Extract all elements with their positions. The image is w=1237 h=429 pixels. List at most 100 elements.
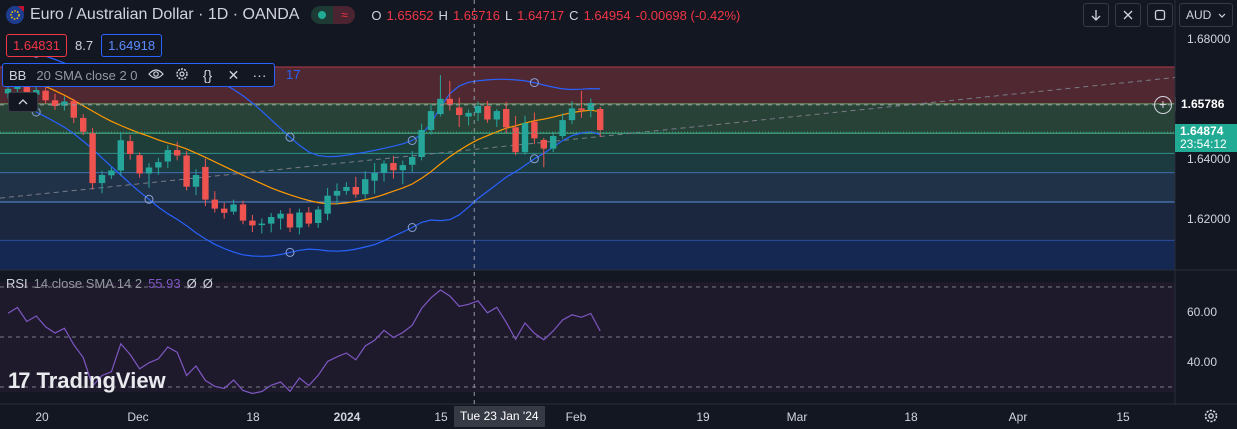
chevron-down-icon — [1218, 13, 1226, 18]
chart-toolbar: AUD — [1083, 3, 1233, 27]
maximize-icon — [1154, 9, 1166, 21]
price-axis-label: 1.64000 — [1187, 151, 1231, 166]
time-tick: 19 — [696, 410, 710, 424]
candle-body — [145, 167, 153, 174]
bb-marker — [144, 194, 154, 204]
candle-body — [164, 150, 171, 162]
bb-marker — [285, 247, 295, 257]
rsi-extra-1: Ø — [186, 276, 197, 291]
candle-body — [399, 165, 406, 171]
fib-zone — [0, 202, 1175, 241]
currency-select[interactable]: AUD — [1179, 3, 1233, 27]
time-tick: Mar — [786, 410, 808, 424]
tradingview-logo: 17 — [8, 368, 31, 393]
bb-name: BB — [9, 67, 27, 83]
ohlc-values: O 1.65652 H 1.65716 L 1.64717 C 1.64954 -0.0… — [371, 8, 740, 23]
candle-body — [174, 150, 181, 156]
arrow-down-icon — [1091, 10, 1101, 21]
candle-body — [362, 179, 369, 195]
candle-body — [531, 121, 538, 139]
low-value: 1.64717 — [517, 7, 565, 23]
fib-zone — [0, 153, 1175, 173]
candle-body — [503, 109, 510, 128]
maximize-button[interactable] — [1147, 3, 1173, 27]
fib-zone — [0, 240, 1175, 270]
rsi-axis-label: 60.00 — [1187, 305, 1218, 319]
gear-icon[interactable] — [174, 67, 190, 84]
rsi-line — [7, 289, 601, 395]
trend-line — [0, 77, 1176, 199]
spread-value: 8.7 — [75, 38, 94, 53]
symbol-title[interactable]: Euro / Australian Dollar · 1D · OANDA — [30, 6, 300, 23]
candle-body — [305, 212, 312, 224]
eye-icon[interactable] — [147, 67, 164, 83]
bb-lower-line — [7, 97, 601, 257]
currency-label: AUD — [1186, 8, 1212, 22]
bb-basis-line — [7, 71, 601, 205]
bb-value-tail: 17 — [286, 67, 301, 82]
price-axis-label: 1.62000 — [1187, 211, 1231, 226]
rsi-extra-2: Ø — [202, 276, 213, 291]
buy-button[interactable]: 1.64918 — [101, 34, 163, 57]
candle-body — [446, 98, 453, 105]
candle-body — [268, 217, 275, 224]
close-icon[interactable]: ✕ — [227, 66, 240, 83]
candle-body — [61, 101, 68, 106]
rsi-indicator-legend[interactable]: RSI 14 close SMA 14 2 55.93 Ø Ø — [6, 276, 213, 291]
chevron-up-icon — [18, 99, 28, 105]
candle-body — [249, 220, 256, 226]
change-value: -0.00698 (-0.42%) — [635, 7, 741, 23]
candle-body — [108, 170, 115, 176]
watermark-text: TradingView — [36, 368, 166, 393]
candle-body — [51, 100, 59, 106]
bb-marker — [529, 154, 539, 164]
candle-body — [465, 112, 472, 117]
bb-marker — [529, 78, 539, 88]
time-tick: Feb — [565, 410, 587, 424]
time-tick: 20 — [35, 410, 49, 424]
time-tick: 15 — [434, 410, 448, 424]
live-dot-icon — [318, 11, 327, 19]
candle-body — [333, 190, 341, 196]
candle-body — [474, 106, 482, 113]
candle-body — [578, 108, 585, 111]
more-icon[interactable]: ··· — [252, 67, 267, 83]
candle-body — [587, 103, 594, 111]
bar-countdown: 23:54:12 — [1180, 137, 1227, 152]
time-tick: 18 — [246, 410, 260, 424]
candle-body — [418, 130, 425, 157]
current-price-tag: 1.64874 23:54:12 — [1175, 124, 1237, 153]
candle-body — [493, 111, 500, 120]
scroll-down-button[interactable] — [1083, 3, 1109, 27]
settings-gear-icon[interactable] — [1203, 408, 1219, 428]
market-status[interactable]: ≈ — [311, 6, 356, 24]
high-value: 1.65716 — [452, 7, 500, 23]
open-value: 1.65652 — [386, 7, 434, 23]
candle-body — [437, 98, 444, 115]
candle-body — [315, 209, 322, 223]
bb-indicator-legend[interactable]: BB 20 SMA close 2 0 {} ✕ ··· — [2, 63, 275, 87]
candle-body — [371, 172, 378, 181]
collapse-button[interactable] — [1115, 3, 1141, 27]
time-axis[interactable]: 20 Dec 18 2024 15 Feb 19 Mar 18 Apr 15 T… — [0, 404, 1175, 429]
candle-body — [98, 175, 106, 184]
rsi-name: RSI — [6, 276, 28, 291]
candle-body — [117, 140, 124, 171]
candle-body — [521, 123, 529, 153]
candle-body — [512, 127, 519, 153]
candle-body — [559, 120, 566, 136]
add-alert-plus-icon[interactable]: + — [1154, 96, 1172, 114]
wave-icon: ≈ — [333, 6, 356, 24]
sell-button[interactable]: 1.64831 — [6, 34, 67, 57]
fib-zone — [0, 103, 1175, 134]
collapse-legend-button[interactable] — [8, 92, 38, 112]
candle-body — [380, 163, 388, 173]
fib-zone — [0, 172, 1175, 202]
source-code-icon[interactable]: {} — [202, 67, 213, 83]
candle-body — [230, 204, 237, 212]
candle-body — [239, 204, 247, 221]
current-price-value: 1.64874 — [1180, 124, 1224, 139]
eu-flag-icon — [6, 6, 24, 24]
